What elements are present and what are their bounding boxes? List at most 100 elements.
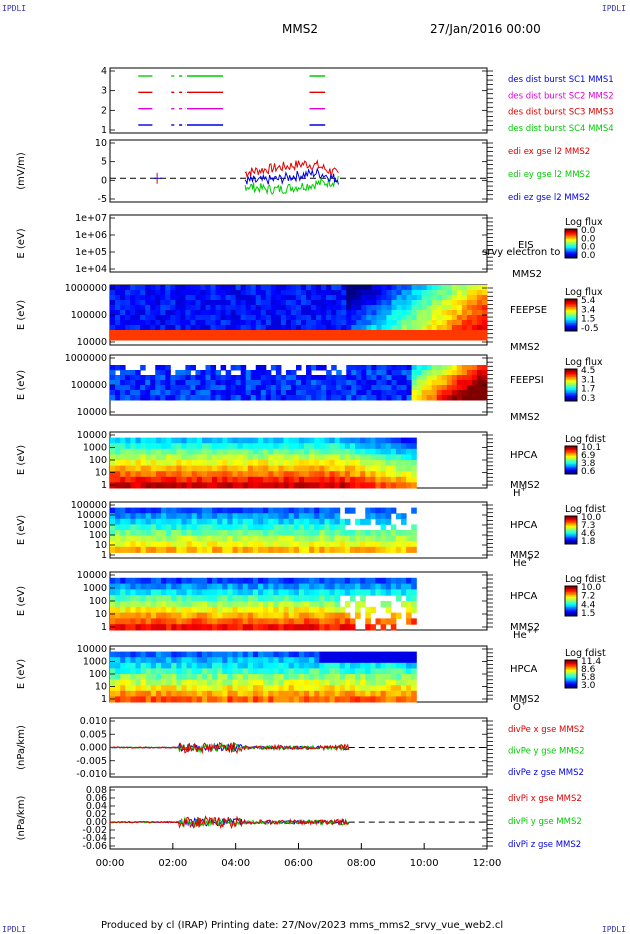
spectrogram-cell (461, 320, 468, 326)
spectrogram-cell (481, 315, 488, 321)
spectrogram-cell (314, 437, 320, 444)
spectrogram-cell (441, 320, 448, 326)
spectrogram-cell (344, 518, 351, 525)
spectrogram-cell (275, 385, 282, 391)
spectrogram-cell (206, 443, 213, 450)
colorbar-step (565, 592, 577, 594)
spectrogram-cell (171, 679, 177, 686)
spectrogram-cell (400, 690, 407, 697)
spectrogram-cell (161, 595, 167, 602)
spectrogram-cell (205, 325, 212, 331)
spectrogram-cell (110, 524, 116, 531)
hpca_o-tick-label: 10 (95, 682, 107, 693)
colorbar-step (565, 674, 577, 676)
spectrogram-cell (220, 335, 227, 341)
spectrogram-cell (349, 679, 356, 686)
spectrogram-cell (285, 370, 292, 376)
spectrogram-cell (135, 513, 142, 520)
spectrogram-cell (319, 690, 325, 697)
spectrogram-cell (215, 305, 222, 311)
spectrogram-cell (176, 577, 182, 585)
spectrogram-cell (283, 624, 290, 631)
spectrogram-cell (222, 685, 228, 692)
spectrogram-cell (446, 380, 453, 386)
spectrogram-cell (349, 541, 356, 548)
spectrogram-cell (250, 320, 257, 326)
hpca_he-spectrogram (110, 507, 417, 553)
spectrogram-cell (316, 285, 322, 291)
spectrogram-cell (222, 618, 228, 625)
spectrogram-cell (339, 651, 346, 658)
spectrogram-cell (321, 320, 327, 326)
spectrogram-cell (298, 662, 305, 669)
spectrogram-cell (285, 300, 292, 306)
colorbar-step (565, 471, 577, 474)
spectrogram-cell (255, 380, 262, 386)
colorbar-step (565, 313, 577, 316)
spectrogram-cell (380, 583, 387, 590)
spectrogram-cell (349, 685, 356, 692)
spectrogram-cell (263, 482, 269, 489)
spectrogram-cell (263, 601, 269, 608)
spectrogram-cell (436, 320, 443, 326)
spectrogram-cell (283, 583, 290, 590)
spectrogram-cell (196, 685, 203, 692)
colorbar-step (565, 247, 577, 250)
spectrogram-cell (390, 657, 397, 664)
spectrogram-cell (336, 390, 342, 396)
spectrogram-cell (175, 395, 181, 401)
spectrogram-cell (170, 295, 176, 301)
spectrogram-cell (355, 662, 361, 669)
spectrogram-cell (331, 290, 337, 296)
spectrogram-cell (349, 696, 356, 703)
spectrogram-cell (311, 305, 317, 311)
spectrogram-cell (260, 330, 267, 336)
spectrogram-cell (145, 612, 152, 619)
spectrogram-cell (385, 541, 392, 548)
feeps_e-colorbar (564, 298, 578, 332)
spectrogram-cell (298, 679, 305, 686)
spectrogram-cell (222, 471, 228, 478)
spectrogram-cell (245, 310, 252, 316)
spectrogram-cell (135, 657, 142, 664)
spectrogram-cell (171, 530, 177, 537)
spectrogram-cell (298, 465, 305, 472)
divpi-tick-label: 0.00 (86, 817, 107, 828)
spectrogram-cell (349, 507, 356, 514)
spectrogram-cell (371, 290, 377, 296)
spectrogram-cell (355, 546, 361, 553)
spectrogram-cell (258, 465, 264, 472)
spectrogram-cell (349, 465, 356, 472)
spectrogram-cell (390, 460, 397, 467)
spectrogram-cell (255, 330, 262, 336)
spectrogram-cell (278, 530, 285, 537)
spectrogram-cell (406, 685, 412, 692)
spectrogram-cell (309, 443, 315, 450)
spectrogram-cell (365, 482, 371, 489)
spectrogram-cell (130, 290, 136, 296)
spectrogram-cell (145, 380, 151, 386)
spectrogram-cell (255, 385, 262, 391)
spectrogram-cell (355, 471, 361, 478)
spectrogram-cell (155, 390, 161, 396)
spectrogram-cell (309, 465, 315, 472)
spectrogram-cell (247, 624, 254, 631)
spectrogram-cell (380, 476, 387, 483)
spectrogram-cell (166, 476, 172, 483)
spectrogram-cell (336, 285, 342, 291)
spectrogram-cell (140, 482, 147, 489)
spectrogram-cell (145, 465, 152, 472)
spectrogram-cell (298, 595, 305, 602)
spectrogram-cell (166, 685, 172, 692)
spectrogram-cell (278, 589, 285, 596)
spectrogram-cell (232, 518, 239, 525)
colorbar-step (565, 393, 577, 396)
spectrogram-cell (360, 482, 366, 489)
spectrogram-cell (466, 370, 473, 376)
spectrogram-cell (319, 541, 325, 548)
spectrogram-cell (283, 460, 290, 467)
spectrogram-cell (406, 541, 412, 548)
divpi-legend-item: divPi x gse MMS2 (508, 794, 582, 804)
spectrogram-cell (396, 375, 403, 381)
spectrogram-cell (270, 385, 277, 391)
